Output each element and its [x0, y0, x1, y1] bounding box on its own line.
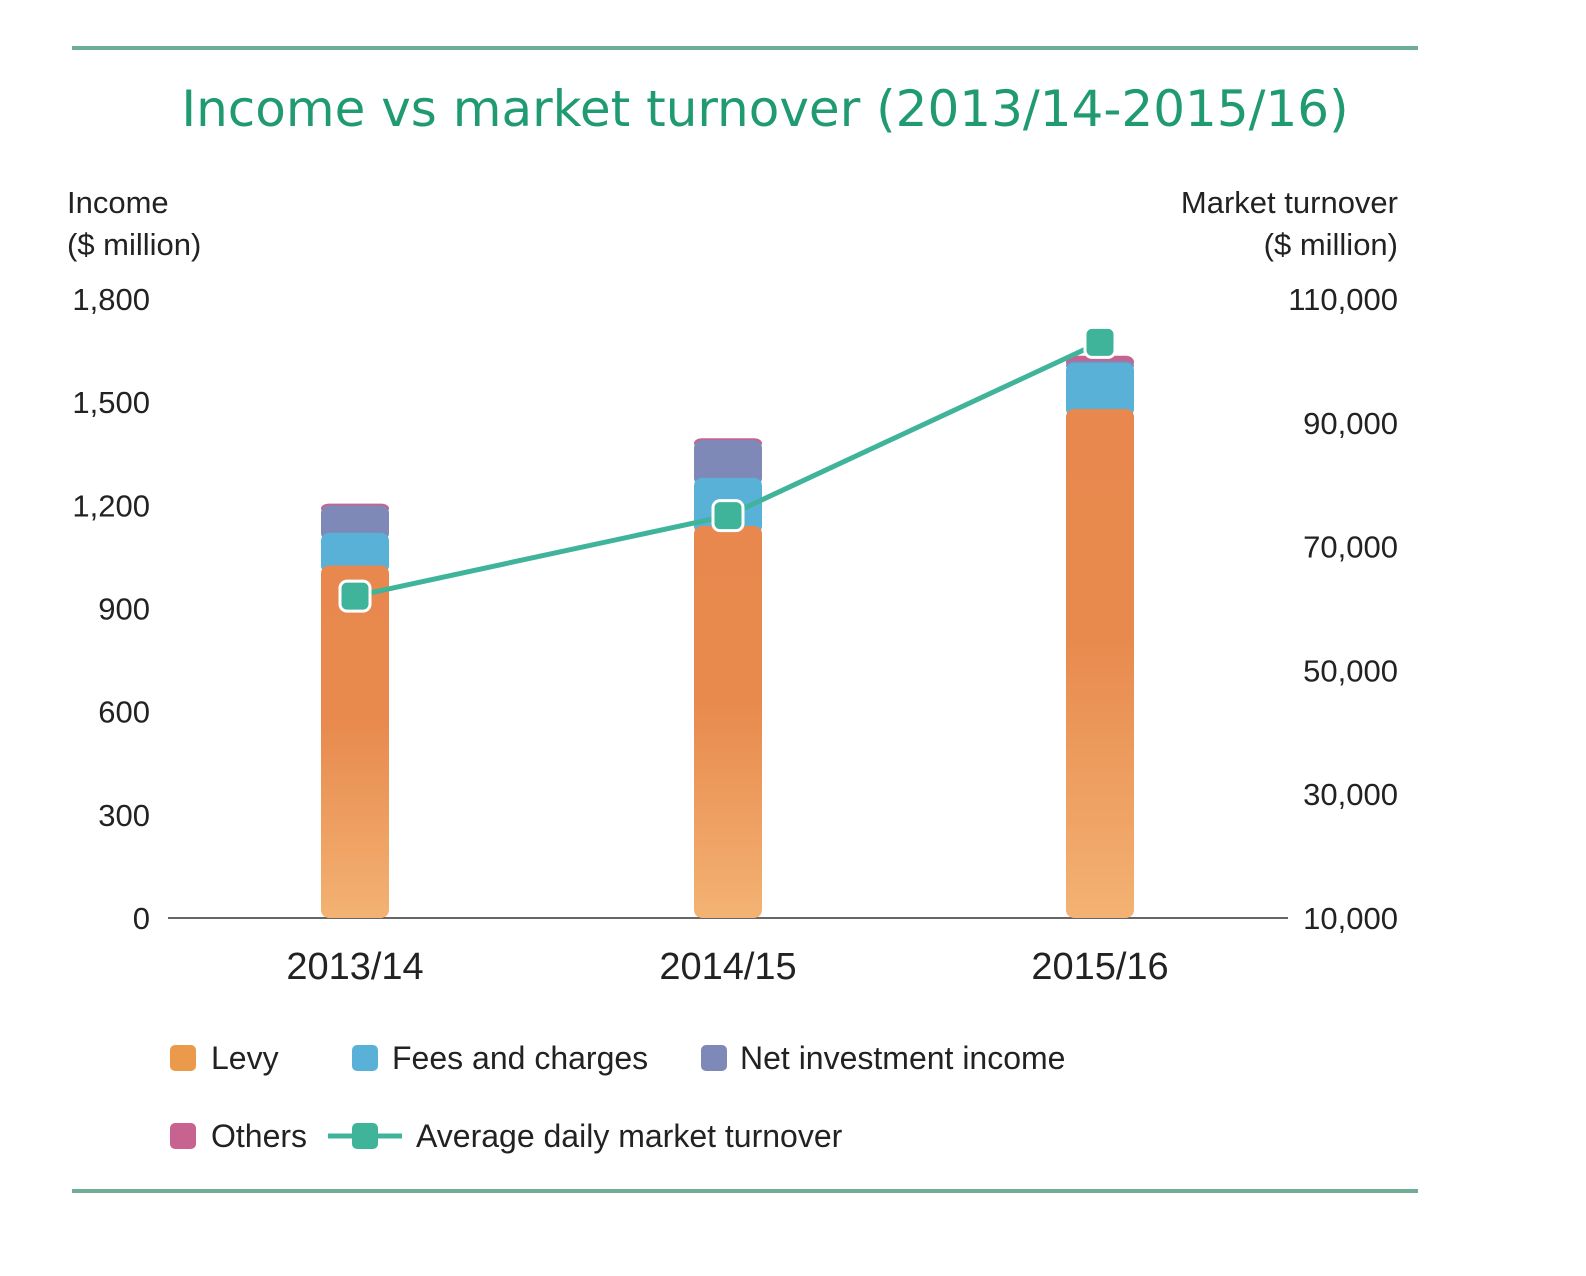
left-axis-ticks: 0 300 600 900 1,200 1,500 1,800	[72, 282, 150, 936]
legend-swatch-net-investment	[701, 1045, 727, 1071]
legend-marker-turnover	[352, 1123, 378, 1149]
right-tick-label: 10,000	[1303, 901, 1398, 936]
bar-segment-levy	[1066, 409, 1134, 918]
right-axis-title-line2: ($ million)	[1264, 227, 1398, 262]
left-tick-label: 0	[133, 901, 150, 936]
right-axis-ticks: 10,000 30,000 50,000 70,000 90,000 110,000	[1288, 282, 1398, 936]
stacked-bars	[321, 355, 1134, 918]
category-label: 2013/14	[286, 946, 423, 988]
right-tick-label: 50,000	[1303, 653, 1398, 688]
right-tick-label: 110,000	[1288, 282, 1398, 317]
left-tick-label: 600	[98, 695, 150, 730]
left-tick-label: 900	[98, 592, 150, 627]
legend: Levy Fees and charges Net investment inc…	[170, 1040, 1065, 1154]
left-axis-title-line1: Income	[67, 185, 169, 220]
legend-label-levy: Levy	[211, 1040, 279, 1076]
category-label: 2014/15	[659, 946, 796, 988]
legend-swatch-levy	[170, 1045, 196, 1071]
right-tick-label: 30,000	[1303, 777, 1398, 812]
bar-segment-fees	[321, 532, 389, 574]
turnover-line-series	[338, 325, 1117, 613]
bar-segment-levy	[321, 565, 389, 918]
legend-label-net-investment: Net investment income	[740, 1040, 1065, 1076]
left-tick-label: 1,500	[72, 385, 150, 420]
turnover-point	[1083, 325, 1117, 359]
turnover-point	[338, 579, 372, 613]
right-tick-label: 90,000	[1303, 406, 1398, 441]
legend-swatch-others	[170, 1123, 196, 1149]
right-tick-label: 70,000	[1303, 530, 1398, 565]
bar-segment-levy	[694, 525, 762, 918]
category-label: 2015/16	[1031, 946, 1168, 988]
bar-segment-net-investment	[321, 505, 389, 541]
right-axis-title-line1: Market turnover	[1181, 185, 1398, 220]
legend-swatch-fees	[352, 1045, 378, 1071]
legend-label-fees: Fees and charges	[392, 1040, 648, 1076]
legend-label-turnover: Average daily market turnover	[416, 1118, 843, 1154]
category-labels: 2013/14 2014/15 2015/16	[286, 946, 1168, 988]
left-axis-title-line2: ($ million)	[67, 227, 201, 262]
left-tick-label: 1,800	[72, 282, 150, 317]
turnover-point	[711, 499, 745, 533]
left-tick-label: 1,200	[72, 488, 150, 523]
bar-segment-fees	[1066, 362, 1134, 418]
legend-label-others: Others	[211, 1118, 307, 1154]
bar-segment-net-investment	[694, 439, 762, 486]
chart-title: Income vs market turnover (2013/14-2015/…	[181, 80, 1348, 138]
left-tick-label: 300	[98, 798, 150, 833]
